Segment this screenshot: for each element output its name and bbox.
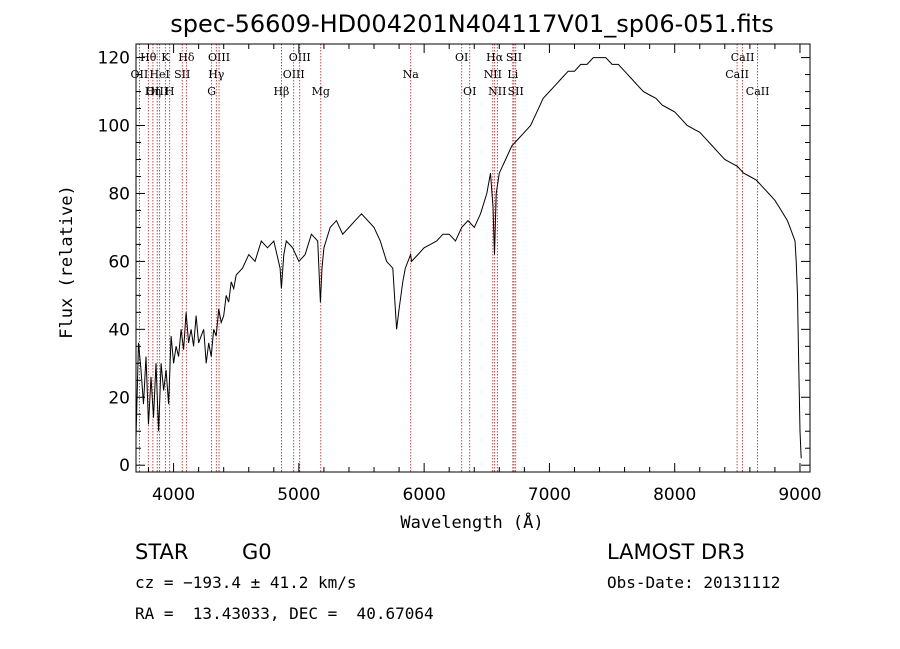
survey-name: LAMOST DR3 — [607, 540, 746, 564]
line-label: OI — [463, 85, 476, 98]
line-label: NII — [488, 85, 506, 98]
y-tick-label: 40 — [108, 320, 130, 340]
x-axis: 4000 5000 6000 7000 8000 9000 — [148, 44, 822, 505]
y-axis: 0 20 40 60 80 100 120 — [98, 49, 810, 476]
line-markers — [138, 44, 759, 472]
line-label: OIII — [283, 68, 305, 81]
line-label: SII — [174, 68, 190, 81]
line-label: OIII — [289, 51, 311, 64]
y-tick-label: 20 — [108, 388, 130, 408]
y-axis-label: Flux (relative) — [57, 185, 77, 339]
line-label: Hη — [145, 85, 161, 98]
x-axis-label: Wavelength (Å) — [400, 511, 543, 533]
x-tick-label: 4000 — [152, 485, 195, 505]
cz-value: cz = −193.4 ± 41.2 km/s — [135, 573, 357, 592]
line-label: SII — [508, 85, 524, 98]
line-label: OI — [455, 51, 468, 64]
line-label: K — [161, 51, 170, 64]
y-tick-label: 80 — [108, 184, 130, 204]
line-label: CaII — [746, 85, 770, 98]
x-tick-label: 7000 — [528, 485, 571, 505]
y-tick-label: 0 — [119, 456, 130, 476]
line-label: Li — [507, 68, 518, 81]
y-tick-label: 100 — [98, 117, 130, 137]
line-label: OIII — [208, 51, 230, 64]
x-tick-label: 6000 — [403, 485, 446, 505]
chart-title: spec-56609-HD004201N404117V01_sp06-051.f… — [170, 10, 773, 38]
line-label: CaII — [731, 51, 755, 64]
subclass: G0 — [242, 540, 272, 564]
x-tick-label: 9000 — [778, 485, 821, 505]
line-label: Hβ — [273, 85, 289, 98]
x-tick-label: 5000 — [277, 485, 320, 505]
plot-frame — [135, 43, 811, 473]
line-label: Na — [403, 68, 420, 81]
line-label: Hδ — [178, 51, 195, 64]
line-label: G — [207, 85, 216, 98]
x-tick-label: 8000 — [653, 485, 696, 505]
y-tick-label: 60 — [108, 252, 130, 272]
line-label: Hθ — [140, 51, 157, 64]
line-label: HeI — [149, 68, 169, 81]
line-label: Mg — [312, 85, 330, 98]
line-label: CaII — [725, 68, 749, 81]
line-label: SII — [506, 51, 522, 64]
line-label: Hα — [486, 51, 504, 64]
line-label: H — [165, 85, 175, 98]
object-type: STAR — [135, 540, 189, 564]
line-label: Hγ — [208, 68, 225, 81]
obs-date: Obs-Date: 20131112 — [607, 573, 781, 592]
ra-dec: RA = 13.43033, DEC = 40.67064 — [135, 604, 434, 623]
line-label: NII — [484, 68, 502, 81]
spectrum-line — [135, 57, 802, 459]
line-label: OIII — [146, 85, 168, 98]
y-tick-label: 120 — [98, 49, 130, 69]
